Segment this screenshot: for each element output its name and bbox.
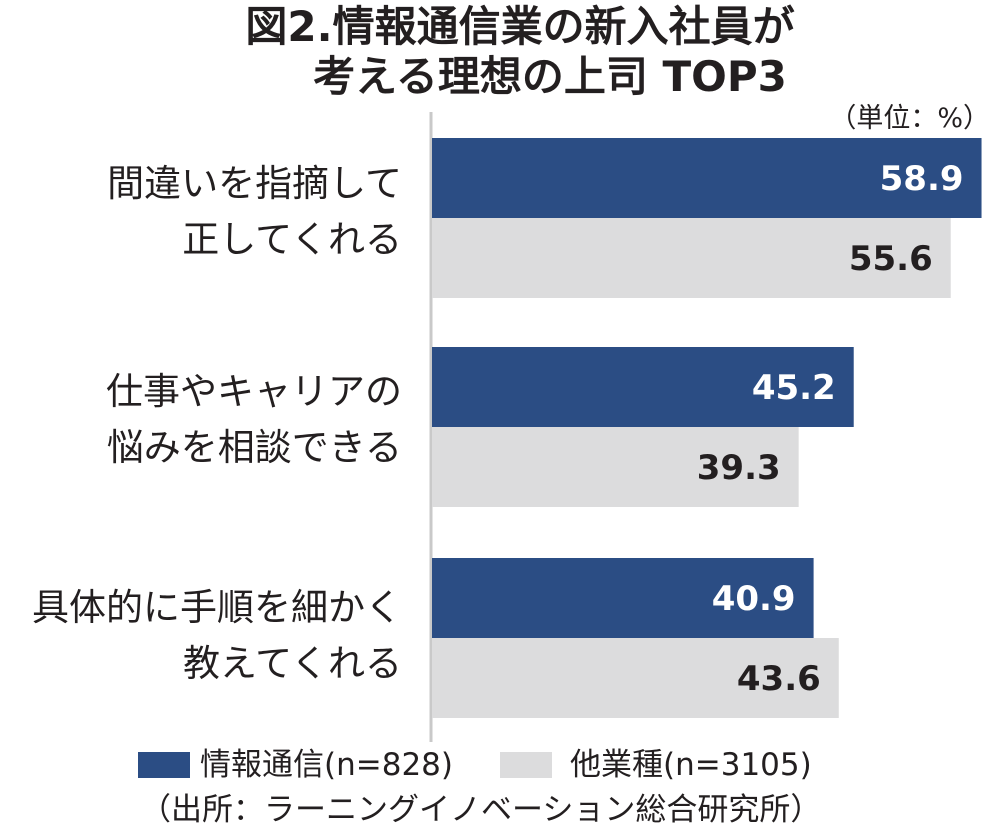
unit-label: （単位：%） — [829, 103, 990, 134]
data-label-series2-cat3: 43.6 — [737, 659, 821, 699]
category-label-3-line1: 具体的に手順を細かく — [32, 586, 402, 629]
source-note: （出所：ラーニングイノベーション総合研究所） — [140, 792, 822, 828]
data-label-series1-cat3: 40.9 — [712, 579, 796, 619]
bar-series1-cat2 — [432, 347, 854, 427]
bar-series2-cat3 — [432, 638, 839, 718]
data-label-series2-cat2: 39.3 — [697, 448, 781, 488]
data-label-series1-cat1: 58.9 — [880, 159, 964, 199]
legend-swatch-1 — [138, 752, 190, 778]
bar-series2-cat2 — [432, 427, 799, 507]
category-label-2-line1: 仕事やキャリアの — [106, 370, 402, 413]
category-label-1-line1: 間違いを指摘して — [107, 162, 402, 205]
category-label-2-line2: 悩みを相談できる — [106, 426, 402, 469]
bar-series2-cat1 — [432, 218, 951, 298]
category-label-3-line2: 教えてくれる — [182, 642, 402, 685]
legend-label-2: 他業種(n=3105) — [570, 747, 812, 783]
chart-title-line2: 考える理想の上司 TOP3 — [313, 52, 787, 101]
data-label-series2-cat1: 55.6 — [849, 239, 933, 279]
legend-swatch-2 — [500, 752, 552, 778]
legend-label-1: 情報通信(n=828) — [200, 747, 453, 783]
bar-series1-cat1 — [432, 138, 982, 218]
category-label-1-line2: 正してくれる — [182, 218, 402, 261]
bar-series1-cat3 — [432, 558, 814, 638]
data-label-series1-cat2: 45.2 — [752, 368, 836, 408]
chart-title-line1: 図2.情報通信業の新入社員が — [245, 2, 795, 51]
